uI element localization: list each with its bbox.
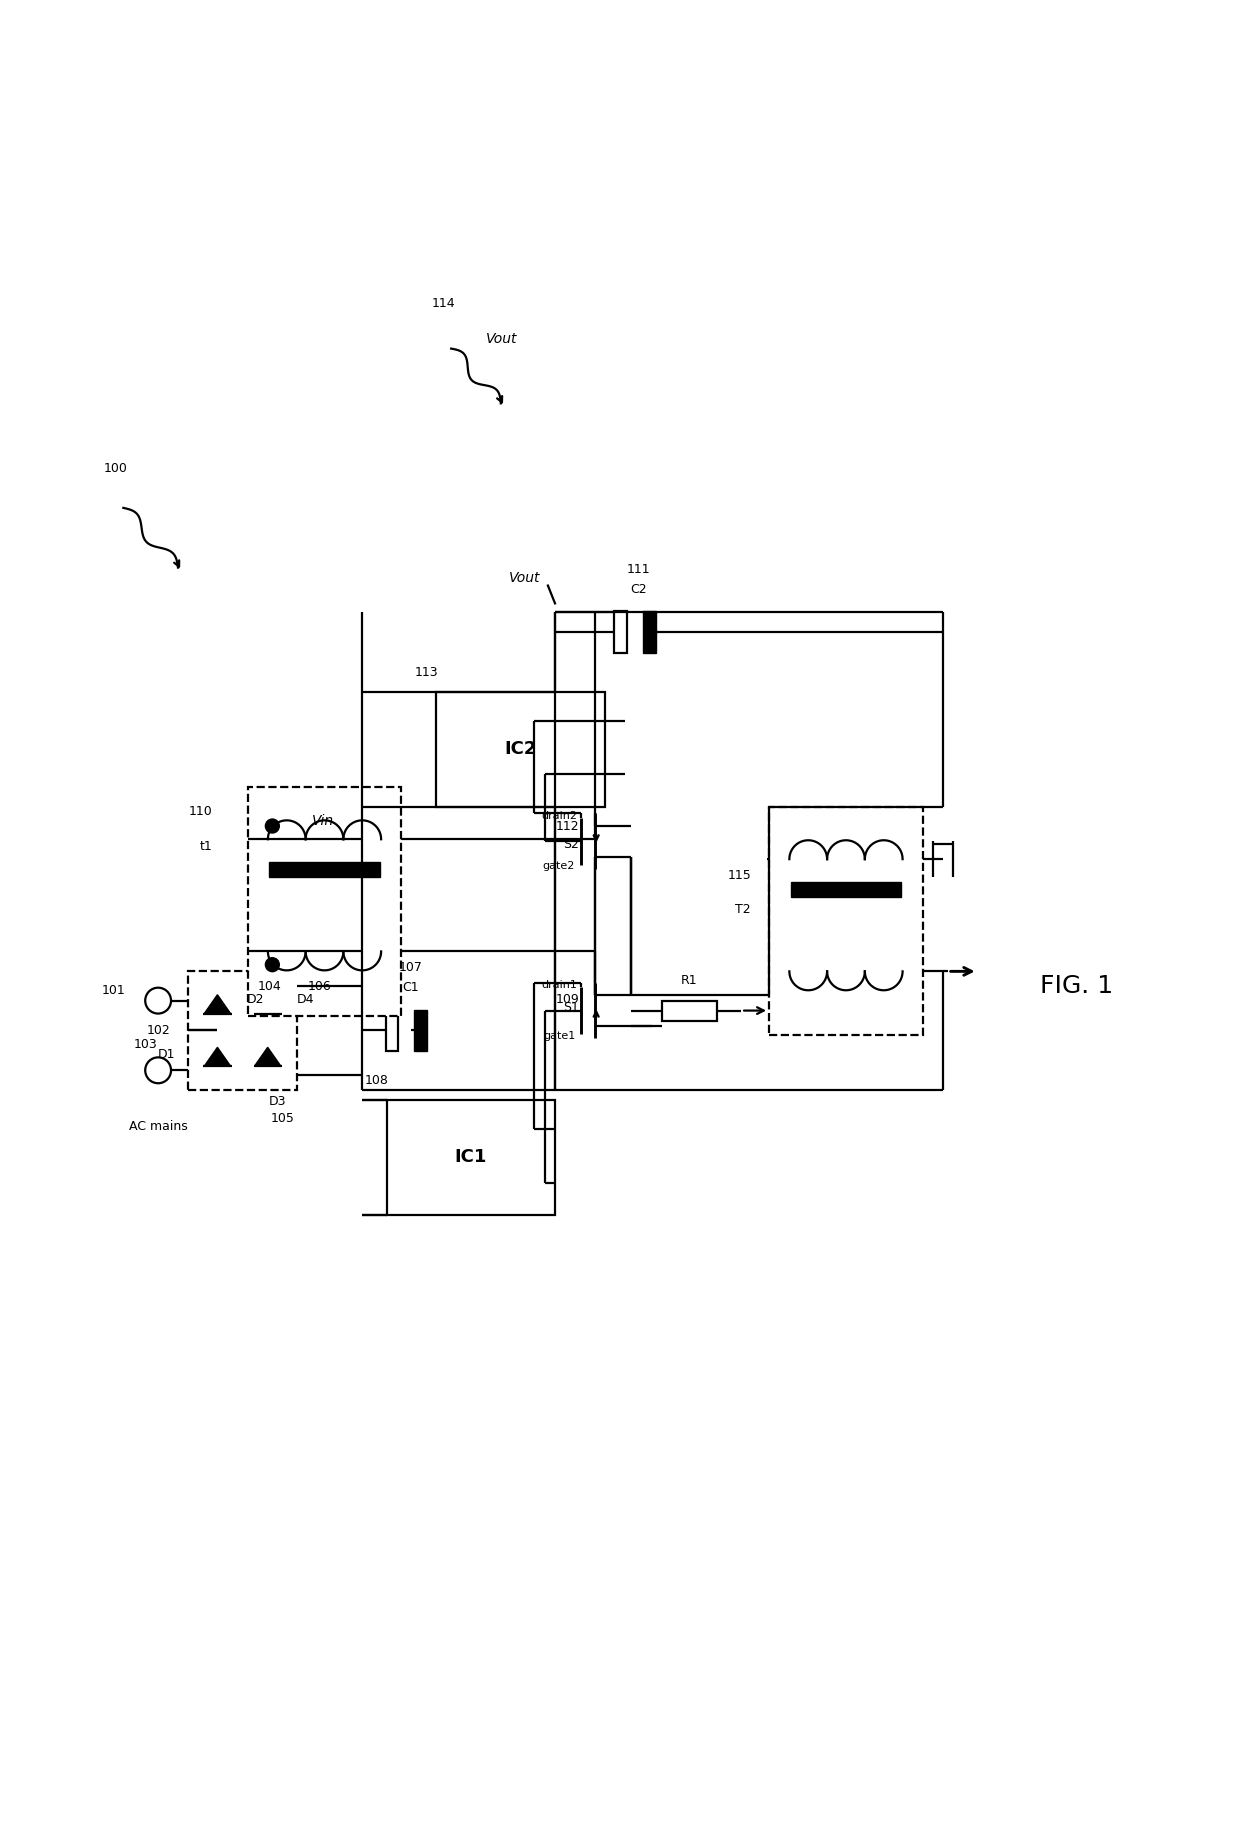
Polygon shape xyxy=(205,1047,231,1067)
Text: D3: D3 xyxy=(269,1094,286,1109)
Polygon shape xyxy=(205,995,231,1013)
Bar xyxy=(642,611,656,654)
Text: gate1: gate1 xyxy=(543,1030,575,1041)
Bar xyxy=(188,971,298,1091)
Text: drain2: drain2 xyxy=(541,812,577,821)
Text: R1: R1 xyxy=(681,975,698,988)
Text: drain1: drain1 xyxy=(541,980,577,990)
Bar xyxy=(791,881,901,896)
Text: D1: D1 xyxy=(159,1048,176,1061)
Bar xyxy=(386,1010,398,1052)
Text: 115: 115 xyxy=(728,868,751,881)
Text: 110: 110 xyxy=(188,804,213,819)
Text: 104: 104 xyxy=(257,980,281,993)
Text: 109: 109 xyxy=(556,993,579,1006)
Text: 113: 113 xyxy=(414,666,438,679)
Text: 101: 101 xyxy=(102,984,125,997)
Polygon shape xyxy=(254,1047,281,1067)
Text: gate2: gate2 xyxy=(543,861,575,872)
Text: S2: S2 xyxy=(563,837,579,850)
Bar xyxy=(269,861,379,878)
Text: Vin: Vin xyxy=(311,815,334,828)
Circle shape xyxy=(265,958,279,971)
Text: 107: 107 xyxy=(398,962,423,975)
Text: AC mains: AC mains xyxy=(129,1120,187,1133)
Bar xyxy=(436,692,605,806)
Polygon shape xyxy=(254,995,281,1013)
Text: T2: T2 xyxy=(735,903,751,916)
Text: 100: 100 xyxy=(103,461,128,474)
Text: Vout: Vout xyxy=(510,571,541,584)
Bar xyxy=(614,611,627,654)
Text: IC2: IC2 xyxy=(505,740,537,758)
Bar xyxy=(662,1001,717,1021)
Text: IC1: IC1 xyxy=(455,1148,487,1166)
Text: 105: 105 xyxy=(270,1113,295,1125)
Text: S1: S1 xyxy=(563,1001,579,1013)
Bar xyxy=(769,806,923,1036)
Text: 106: 106 xyxy=(308,980,331,993)
Text: 114: 114 xyxy=(432,297,455,310)
Text: t1: t1 xyxy=(200,839,213,854)
Text: FIG. 1: FIG. 1 xyxy=(1040,973,1114,997)
Bar xyxy=(387,1100,556,1215)
Text: C2: C2 xyxy=(631,584,647,597)
Text: 111: 111 xyxy=(627,564,651,577)
Text: 108: 108 xyxy=(365,1074,388,1087)
Text: Vout: Vout xyxy=(486,332,517,345)
Bar xyxy=(248,786,402,1015)
Text: 102: 102 xyxy=(146,1024,170,1037)
Text: C1: C1 xyxy=(402,980,419,993)
Circle shape xyxy=(265,819,279,834)
Text: 112: 112 xyxy=(556,819,579,832)
Text: 103: 103 xyxy=(134,1039,157,1052)
Text: D2: D2 xyxy=(247,993,264,1006)
Text: D4: D4 xyxy=(296,993,314,1006)
Bar xyxy=(414,1010,428,1052)
